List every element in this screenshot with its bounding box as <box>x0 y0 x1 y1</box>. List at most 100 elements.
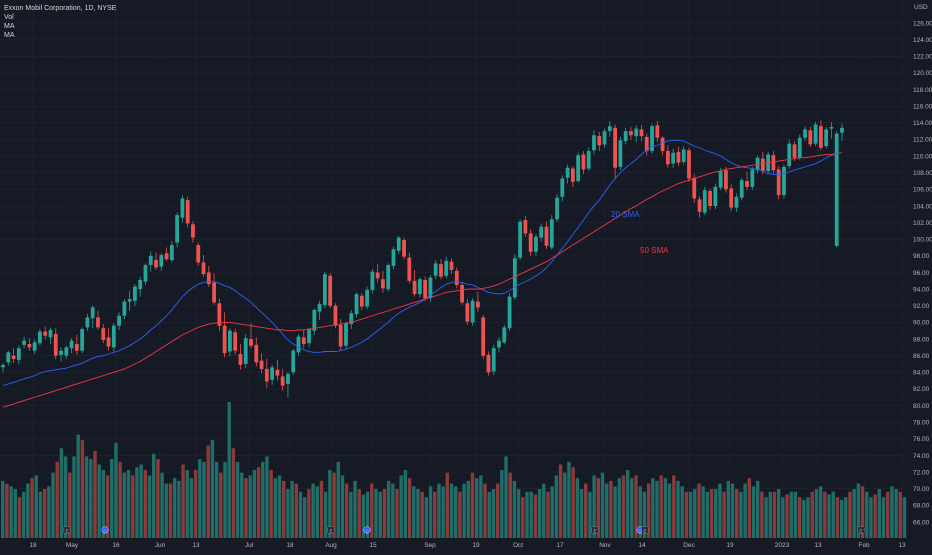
candle-body <box>602 131 607 145</box>
candle <box>586 147 591 172</box>
volume-bar <box>672 475 676 538</box>
candle <box>544 221 549 250</box>
volume-bar <box>709 489 714 538</box>
candle <box>692 174 697 203</box>
candle <box>27 338 32 351</box>
volume-bar <box>743 483 747 538</box>
candle-body <box>555 197 559 220</box>
volume-bar <box>663 478 668 538</box>
candle-body <box>133 286 137 301</box>
event-marker-label: D <box>365 528 369 533</box>
y-tick-label: 124.00 <box>913 37 932 44</box>
volume-bar <box>269 470 273 538</box>
candle-body <box>254 344 259 363</box>
y-tick-label: 68.00 <box>913 503 930 510</box>
candle <box>460 281 464 305</box>
volume-bar <box>676 480 680 538</box>
volume-bar <box>412 486 416 538</box>
candle-body <box>412 280 417 295</box>
candle <box>797 134 802 161</box>
event-marker[interactable]: E <box>857 526 865 534</box>
volume-bar <box>806 497 810 538</box>
candle <box>80 327 85 354</box>
candle-body <box>69 340 74 349</box>
candle-body <box>660 137 665 152</box>
event-marker[interactable]: D <box>363 526 371 534</box>
event-marker[interactable]: E <box>327 526 335 534</box>
x-tick-label: 13 <box>192 542 200 549</box>
volume-bar <box>168 483 173 538</box>
volume-bar <box>298 491 303 538</box>
event-marker[interactable]: E <box>63 526 71 534</box>
volume-bar <box>114 442 118 538</box>
event-marker[interactable]: D <box>101 526 109 534</box>
volume-bar <box>433 491 437 538</box>
candle-body <box>760 158 765 172</box>
candle <box>412 270 417 297</box>
candle <box>122 299 127 320</box>
candle-body <box>201 262 206 275</box>
event-marker-label: E <box>593 528 596 533</box>
candle-body <box>428 277 433 299</box>
event-marker[interactable]: E <box>591 526 599 534</box>
candle-body <box>539 226 544 238</box>
volume-bar <box>55 461 59 538</box>
candle <box>53 328 58 359</box>
candle-body <box>813 124 818 144</box>
volume-bar <box>533 494 538 538</box>
volume-bar <box>458 491 462 538</box>
candle <box>581 151 586 175</box>
x-axis: 18 May 16 Jun 13 Jul 18 Aug 15 Sep 19 Oct 17 Nov 14 Dec… <box>29 542 906 549</box>
volume-bar <box>349 491 353 538</box>
candles <box>1 120 844 398</box>
candle-body <box>53 334 58 356</box>
candle <box>111 323 116 352</box>
volume-bar <box>336 461 340 538</box>
candle <box>465 299 470 325</box>
volume-bar <box>59 448 64 538</box>
volume-bar <box>563 472 567 538</box>
volume-bar <box>483 483 487 538</box>
y-tick-label: 120.00 <box>913 70 932 77</box>
volume-bar <box>206 445 210 538</box>
candle-body <box>734 196 739 208</box>
candle <box>227 328 232 357</box>
volume-bar <box>835 497 840 538</box>
volume-bar <box>189 478 194 538</box>
volume-bar <box>286 489 290 538</box>
event-marker[interactable]: E <box>641 526 649 534</box>
candle <box>191 220 195 243</box>
volume-bar <box>546 491 550 538</box>
volume-bar <box>730 483 735 538</box>
candle <box>6 350 11 366</box>
y-tick-label: 112.00 <box>913 137 932 144</box>
candle-body <box>787 143 792 167</box>
indicator-vol[interactable]: Vol <box>4 14 14 21</box>
candle-body <box>122 301 127 316</box>
volume-bar <box>214 461 219 538</box>
candle-body <box>11 355 16 359</box>
candle <box>840 123 844 142</box>
x-tick-label: Nov <box>599 542 611 549</box>
volume-bar <box>323 491 328 538</box>
candle-body <box>90 307 95 319</box>
x-tick-label: Jun <box>155 542 166 549</box>
candle <box>787 139 792 169</box>
indicator-ma-2[interactable]: MA <box>4 32 15 39</box>
volume-bar <box>579 489 584 538</box>
indicator-ma-1[interactable]: MA <box>4 23 15 30</box>
candle <box>644 133 649 156</box>
volume-bar <box>705 491 710 538</box>
candle-body <box>724 170 728 190</box>
volume-bar <box>47 486 51 538</box>
volume-bar <box>126 470 131 538</box>
candle-body <box>739 180 744 198</box>
volume-bar <box>802 499 806 538</box>
volume-bar <box>521 497 525 538</box>
event-marker-label: E <box>329 528 332 533</box>
candle <box>676 146 681 167</box>
x-tick-label: 16 <box>112 542 120 549</box>
